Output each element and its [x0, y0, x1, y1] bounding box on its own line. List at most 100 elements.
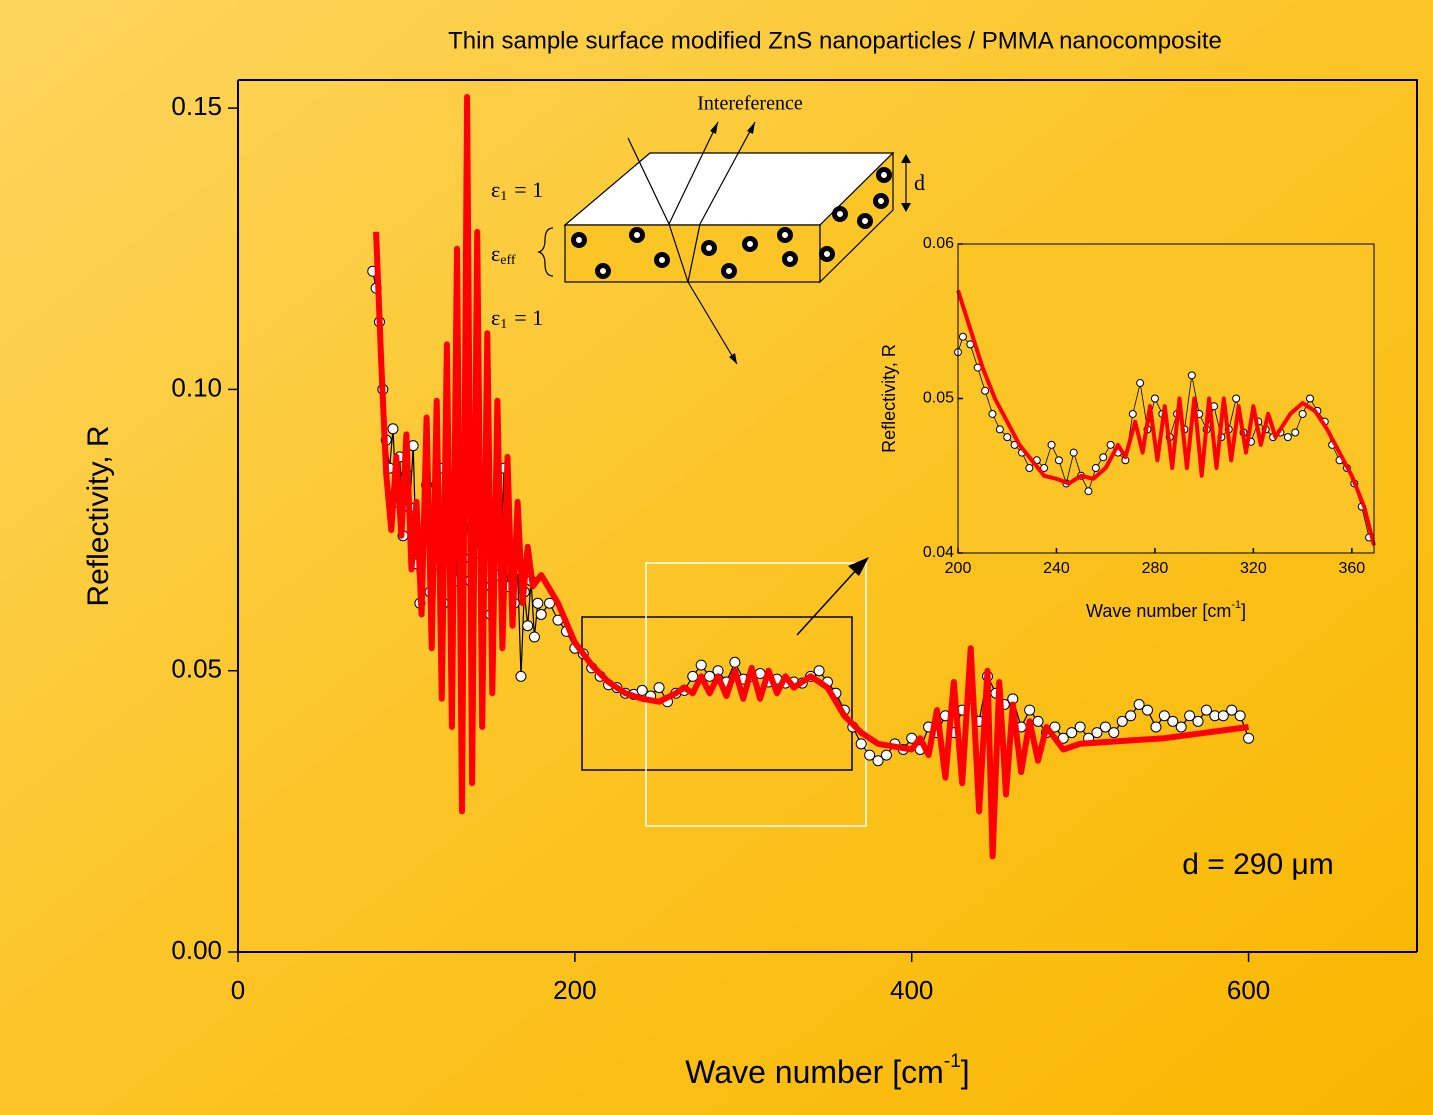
fit-line	[956, 289, 1376, 546]
inset-background	[958, 244, 1374, 553]
data-point	[1003, 433, 1012, 442]
thickness-label: d	[914, 170, 925, 195]
x-axis-label: Wave number [cm-1]	[685, 1051, 969, 1090]
data-point	[1032, 715, 1044, 727]
value: = 1	[514, 177, 543, 202]
data-point	[864, 749, 876, 761]
data-point	[1192, 715, 1204, 727]
data-point	[695, 659, 707, 671]
data-point	[1128, 409, 1137, 418]
data-point	[958, 332, 967, 341]
data-point	[1024, 704, 1036, 716]
zoom-arrow	[796, 567, 859, 636]
y-tick-label: 0.05	[923, 390, 954, 407]
data-point	[1175, 721, 1187, 733]
data-point	[704, 670, 716, 682]
data-point	[995, 425, 1004, 434]
data-point	[1040, 464, 1049, 473]
y-tick-label: 0.05	[171, 654, 222, 684]
y-tick-label: 0.10	[171, 372, 222, 402]
y-tick-label: 0.00	[171, 935, 222, 965]
x-tick-label: 320	[1240, 560, 1267, 577]
slab-side	[819, 151, 894, 284]
film-medium-label: εeff	[491, 241, 516, 268]
y-axis-label: Reflectivity, R	[82, 425, 115, 606]
data-point	[1283, 433, 1292, 442]
data-point	[1116, 715, 1128, 727]
data-point	[1142, 704, 1154, 716]
x-axis-label-sup: -1	[944, 1051, 961, 1072]
data-point	[855, 738, 867, 750]
x-axis-label-text: Wave number [cm	[685, 1054, 943, 1090]
data-point	[687, 670, 699, 682]
data-point	[1158, 710, 1170, 722]
zoom-arrowhead	[848, 557, 869, 576]
chart-panel: 200 240 280 320 360 0.04 0.05 0.06 Wave number […	[879, 235, 1376, 621]
data-point	[1106, 440, 1115, 449]
data-point	[1125, 710, 1137, 722]
y-axis-label: Reflectivity, R	[879, 344, 899, 453]
data-point	[515, 670, 527, 682]
data-point	[522, 620, 534, 632]
symbol: ε	[491, 241, 500, 266]
data-point	[1150, 721, 1162, 733]
data-point	[1217, 710, 1229, 722]
data-point	[1054, 456, 1063, 465]
x-axis-label-close: ]	[1241, 601, 1246, 621]
chart-panel: 0 200 400 600 0.00 0.05 0.10 0.15 Wave number [c…	[82, 27, 1418, 1090]
data-point	[1091, 727, 1103, 739]
data-point	[1047, 440, 1056, 449]
data-point	[1069, 448, 1078, 457]
diagram-caption: Intereference	[697, 93, 803, 115]
x-tick-label: 240	[1043, 560, 1070, 577]
chart-title: Thin sample surface modified ZnS nanopar…	[448, 27, 1222, 54]
data-point	[653, 682, 665, 694]
x-tick-label: 280	[1142, 560, 1169, 577]
data-point	[1226, 704, 1238, 716]
data-point	[1074, 721, 1086, 733]
data-point	[1066, 727, 1078, 739]
symbol: ε	[491, 177, 500, 202]
upper-medium-label: ε1 = 1	[491, 177, 543, 204]
x-axis-label-text: Wave number [cm	[1086, 601, 1231, 621]
data-point	[535, 608, 547, 620]
data-point	[1136, 379, 1145, 388]
data-point	[872, 755, 884, 767]
annotation: d = 290 μm	[1182, 848, 1334, 881]
subscript: eff	[500, 253, 516, 268]
subscript: 1	[500, 317, 507, 332]
data-point	[1150, 394, 1159, 403]
data-point	[528, 631, 540, 643]
y-tick-label: 0.04	[923, 544, 954, 561]
data-point	[1306, 394, 1314, 403]
data-point	[1108, 727, 1120, 739]
schematic: Intereference ε1 = 1 εeff ε1 = 1 d	[491, 93, 925, 365]
data-point	[1025, 464, 1034, 473]
x-tick-label: 200	[945, 560, 972, 577]
symbol: ε	[491, 305, 500, 330]
data-point	[1133, 698, 1145, 710]
data-point	[1099, 721, 1111, 733]
fit-line	[373, 93, 1249, 860]
x-axis-label: Wave number [cm-1]	[1086, 599, 1246, 621]
x-tick-label: 360	[1338, 560, 1365, 577]
data-point	[813, 665, 825, 677]
data-point	[1243, 732, 1255, 744]
data-point	[1298, 409, 1307, 418]
ray-arrowheads	[710, 122, 911, 364]
data-point	[636, 684, 648, 696]
lower-medium-label: ε1 = 1	[491, 305, 543, 332]
data-point	[1091, 464, 1100, 473]
data-point	[988, 409, 997, 418]
nanoparticles	[571, 167, 892, 279]
x-tick-label: 400	[890, 975, 933, 1005]
data-point	[1232, 394, 1241, 403]
data-point	[1234, 710, 1246, 722]
x-axis-label-sup: -1	[1231, 599, 1241, 611]
data-point	[387, 423, 399, 435]
y-tick-label: 0.15	[171, 91, 222, 121]
data-point	[1291, 428, 1300, 437]
x-tick-label: 0	[231, 975, 245, 1005]
zoom-box	[581, 616, 853, 771]
data-point	[532, 597, 544, 609]
